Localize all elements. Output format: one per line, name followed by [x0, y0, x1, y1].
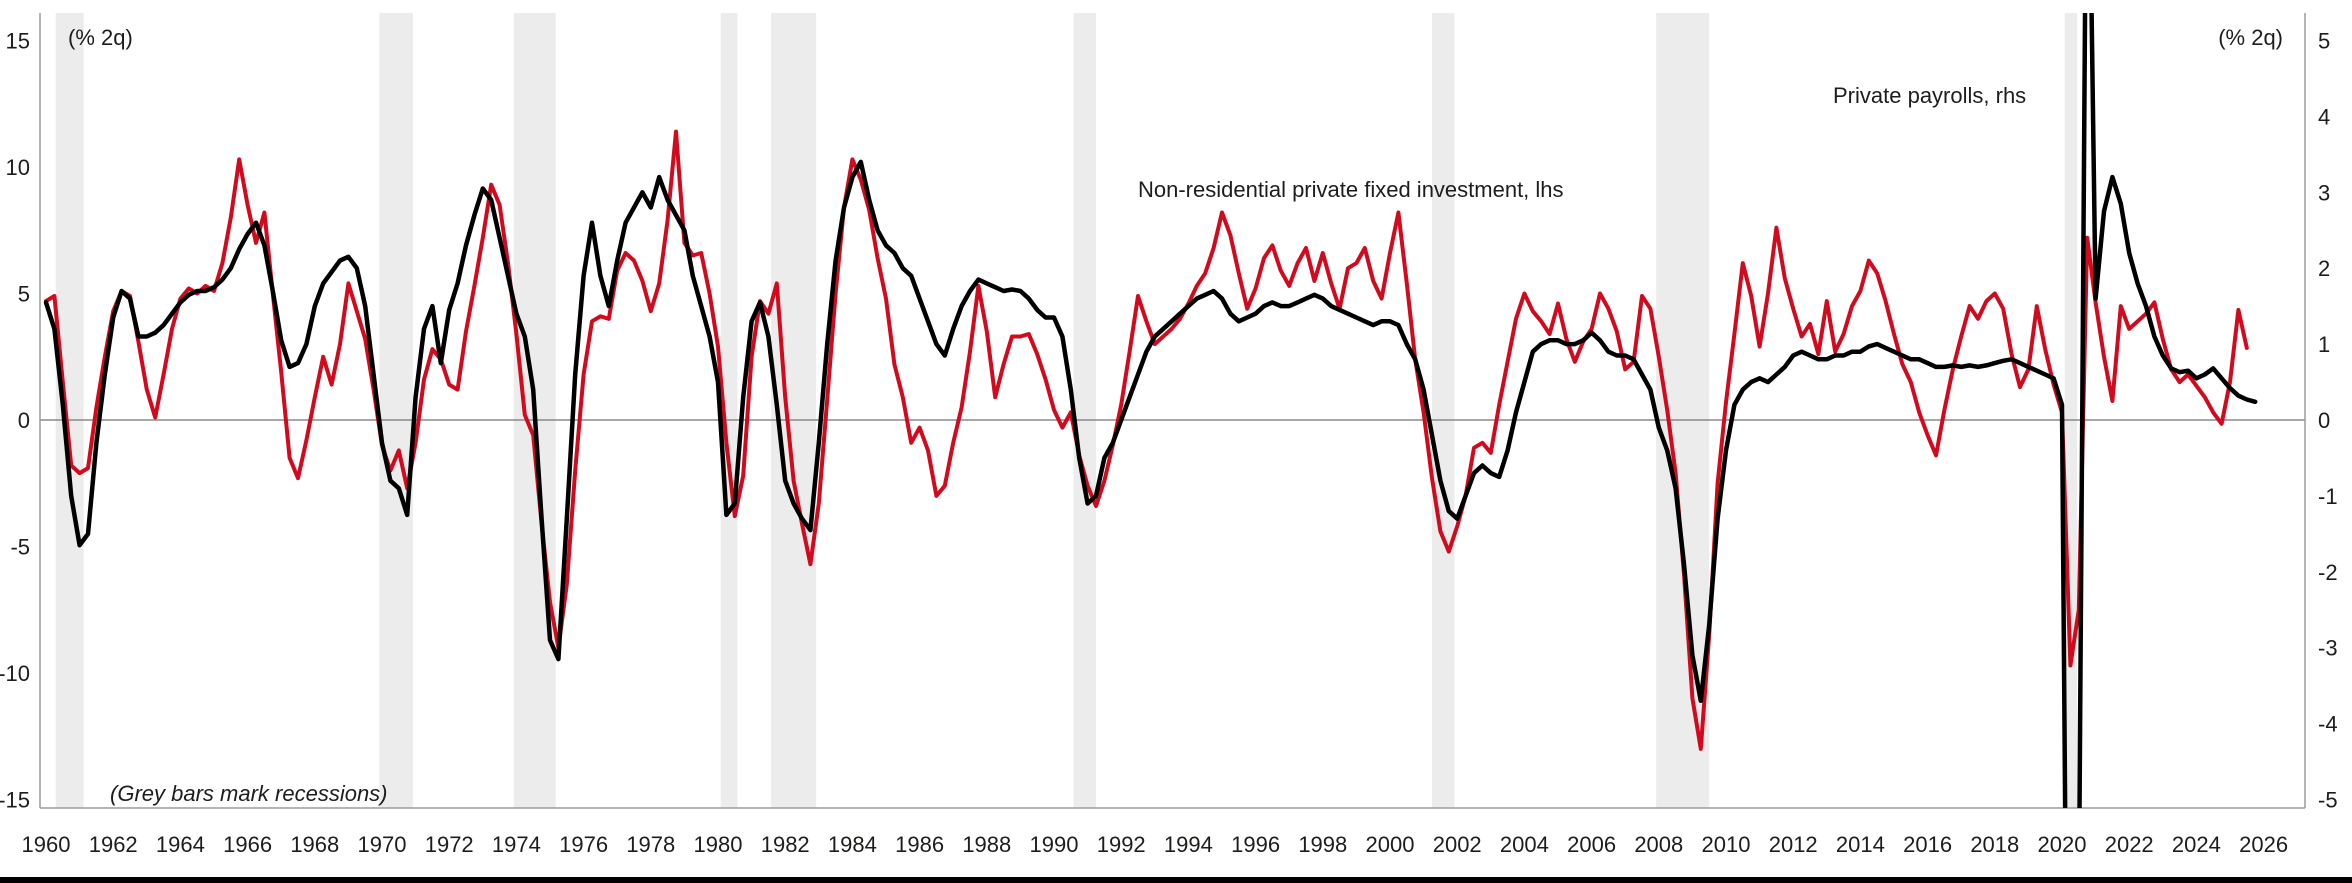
x-axis-tick-label: 2014	[1836, 832, 1885, 857]
right-axis-tick-label: -4	[2318, 712, 2338, 737]
investment-line	[44, 129, 2249, 751]
recession-band	[1432, 13, 1455, 808]
right-axis-tick-label: 3	[2318, 180, 2330, 205]
x-axis-tick-label: 2024	[2172, 832, 2221, 857]
x-axis-tick-label: 2010	[1702, 832, 1751, 857]
right-axis-tick-label: 0	[2318, 408, 2330, 433]
x-axis-tick-label: 1964	[156, 832, 205, 857]
x-axis-tick-label: 2004	[1500, 832, 1549, 857]
recession-band	[55, 13, 84, 808]
right-axis-tick-label: -5	[2318, 788, 2338, 813]
x-axis-tick-label: 1984	[828, 832, 877, 857]
x-axis-tick-label: 1994	[1164, 832, 1213, 857]
left-axis-tick-label: 5	[18, 282, 30, 307]
x-axis-tick-label: 2026	[2239, 832, 2288, 857]
x-axis-tick-label: 1972	[425, 832, 474, 857]
left-axis-tick-label: 0	[18, 408, 30, 433]
investment-series-label: Non-residential private fixed investment…	[1138, 177, 1564, 202]
x-axis-tick-label: 1970	[358, 832, 407, 857]
right-axis-tick-label: 2	[2318, 256, 2330, 281]
x-axis-tick-label: 2018	[1970, 832, 2019, 857]
right-axis-tick-label: 1	[2318, 332, 2330, 357]
left-axis-tick-label: -10	[0, 661, 30, 686]
x-axis-tick-label: 1986	[895, 832, 944, 857]
left-axis-tick-label: -15	[0, 788, 30, 813]
left-axis-tick-label: 15	[6, 29, 30, 54]
x-axis-tick-label: 1978	[626, 832, 675, 857]
x-axis-tick-label: 1998	[1298, 832, 1347, 857]
x-axis-tick-label: 1990	[1030, 832, 1079, 857]
x-axis-tick-label: 2020	[2038, 832, 2087, 857]
x-axis-tick-label: 2008	[1634, 832, 1683, 857]
right-axis-tick-label: -2	[2318, 560, 2338, 585]
x-axis-tick-label: 2012	[1769, 832, 1818, 857]
recession-band	[1073, 13, 1096, 808]
x-axis-tick-label: 2016	[1903, 832, 1952, 857]
right-axis-tick-label: 5	[2318, 29, 2330, 54]
x-axis-tick-label: 1980	[694, 832, 743, 857]
left-axis-tick-label: 10	[6, 155, 30, 180]
left-axis-unit-label: (% 2q)	[68, 25, 133, 50]
right-axis-tick-label: 4	[2318, 104, 2330, 129]
x-axis-tick-label: 2006	[1567, 832, 1616, 857]
payrolls-line	[43, 13, 2258, 808]
x-axis-tick-label: 1974	[492, 832, 541, 857]
series-lines	[43, 13, 2258, 808]
recession-band	[2064, 13, 2078, 808]
right-axis-tick-label: -1	[2318, 484, 2338, 509]
recession-band	[720, 13, 738, 808]
bottom-border	[0, 877, 2352, 883]
payrolls-series-label: Private payrolls, rhs	[1833, 83, 2026, 108]
x-axis-tick-label: 2000	[1366, 832, 1415, 857]
x-axis-tick-label: 1960	[22, 832, 71, 857]
recession-bands	[55, 13, 2078, 808]
x-axis-tick-label: 1966	[223, 832, 272, 857]
recession-note: (Grey bars mark recessions)	[110, 781, 388, 806]
left-axis-tick-label: -5	[10, 535, 30, 560]
x-axis-tick-label: 1982	[761, 832, 810, 857]
x-axis-tick-label: 1996	[1231, 832, 1280, 857]
x-axis-tick-label: 1968	[290, 832, 339, 857]
x-axis-tick-label: 2002	[1433, 832, 1482, 857]
right-axis-unit-label: (% 2q)	[2218, 25, 2283, 50]
right-axis-tick-label: -3	[2318, 636, 2338, 661]
x-axis-tick-label: 1988	[962, 832, 1011, 857]
recession-band	[1656, 13, 1710, 808]
x-axis-tick-label: 1976	[559, 832, 608, 857]
x-axis-tick-label: 2022	[2105, 832, 2154, 857]
x-axis-tick-label: 1992	[1097, 832, 1146, 857]
x-axis-tick-label: 1962	[89, 832, 138, 857]
recession-band	[379, 13, 413, 808]
